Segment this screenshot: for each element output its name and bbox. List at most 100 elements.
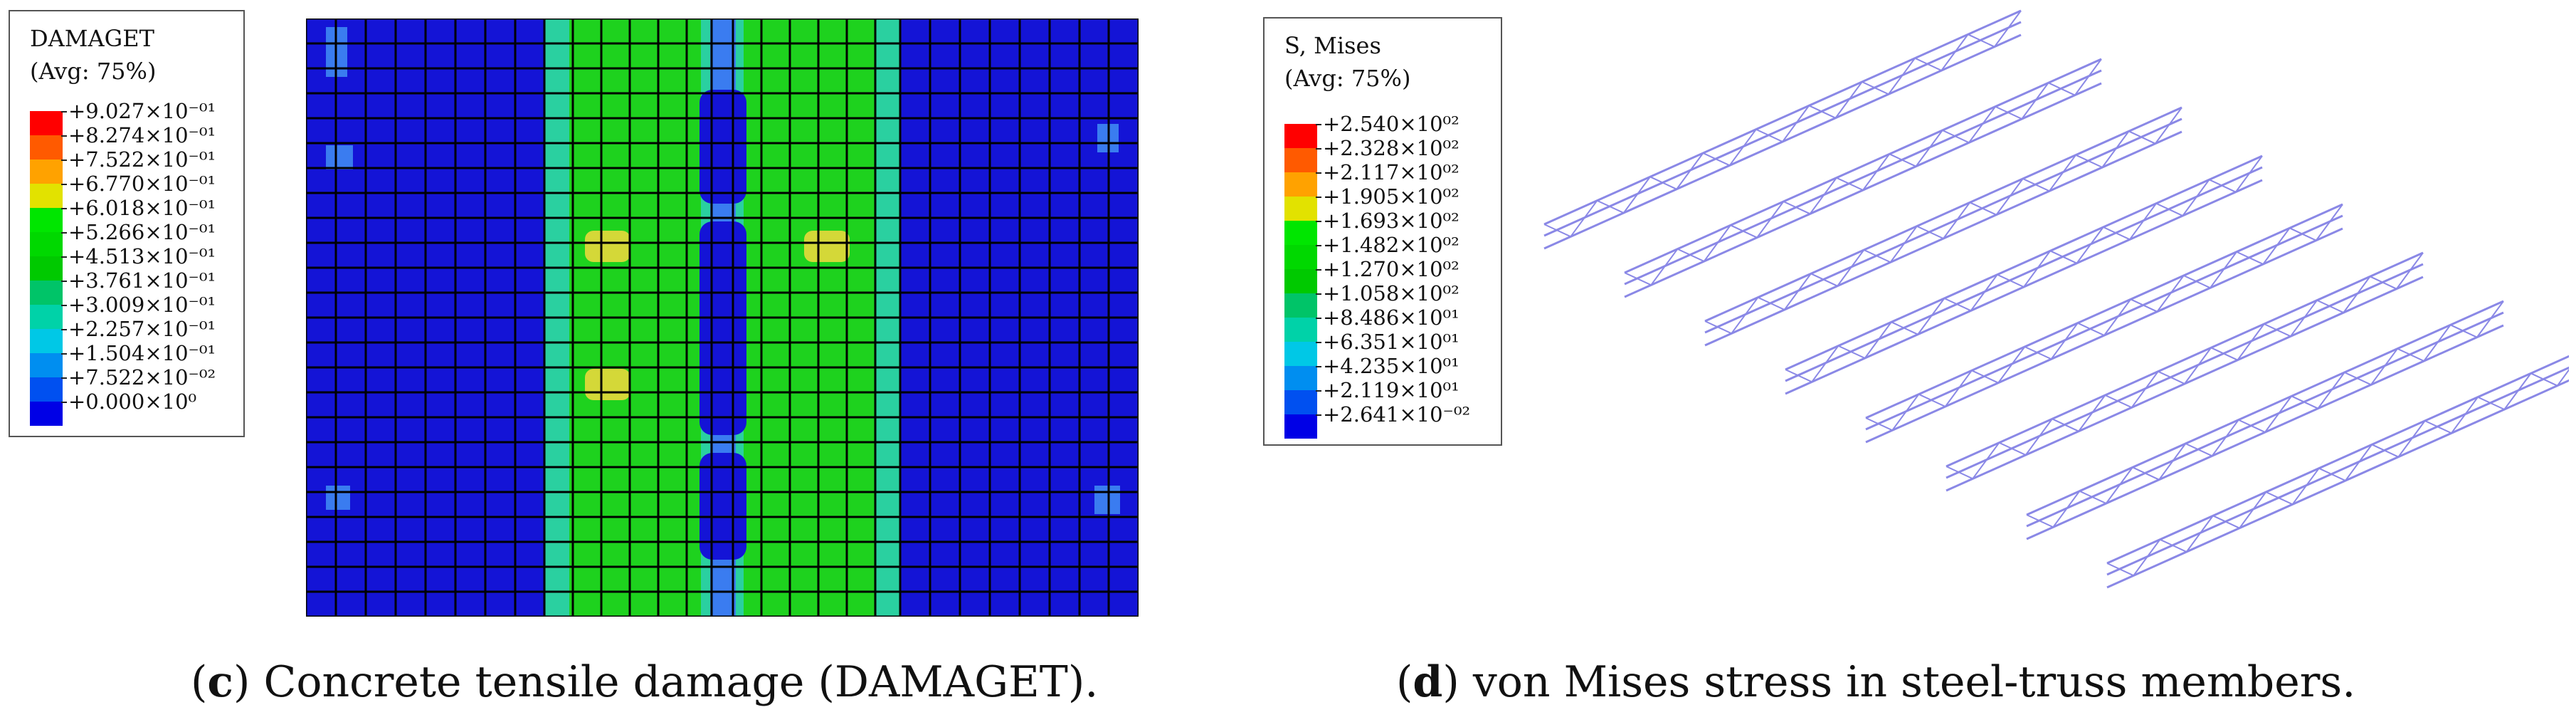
truss-member — [1704, 106, 2182, 347]
truss-chord — [1785, 166, 2263, 382]
truss-web — [2106, 368, 2569, 577]
legend-tick-mark — [1316, 390, 1321, 392]
legend-tick-label: +4.513×10⁻⁰¹ — [68, 244, 216, 268]
legend-tick-label: +2.119×10⁰¹ — [1323, 378, 1459, 402]
legend-tick-mark — [1316, 414, 1321, 416]
legend-swatch — [1284, 318, 1317, 342]
legend-tick-label: +1.482×10⁰² — [1323, 233, 1459, 257]
legend-tick-mark — [61, 402, 67, 403]
legend-swatch — [30, 111, 63, 135]
legend-tick-mark — [1316, 318, 1321, 319]
mesh-grid — [306, 19, 1139, 617]
truss-chord — [1624, 58, 2102, 274]
truss-chord — [2106, 366, 2569, 576]
legend-swatch — [30, 281, 63, 305]
legend-tick-label: +0.000×10⁰ — [68, 389, 197, 414]
truss-members-plot — [1543, 9, 2569, 589]
truss-member — [1865, 203, 2343, 444]
legend-swatch — [1284, 197, 1317, 221]
legend-tick-mark — [61, 159, 67, 161]
truss-web — [1704, 107, 2182, 335]
legend-tick-label: +6.018×10⁻⁰¹ — [68, 196, 216, 220]
legend-tick-mark — [61, 281, 67, 282]
legend-tick-label: +2.257×10⁻⁰¹ — [68, 317, 216, 341]
caption-text: Concrete tensile damage (DAMAGET). — [250, 657, 1099, 707]
legend-tick-label: +8.274×10⁻⁰¹ — [68, 123, 216, 147]
legend-title: S, Mises — [1284, 32, 1381, 59]
truss-web — [1624, 58, 2102, 286]
legend-tick-mark — [1316, 221, 1321, 222]
legend-tick-label: +7.522×10⁻⁰² — [68, 365, 216, 389]
truss-chord — [2106, 379, 2569, 589]
legend-swatch — [30, 329, 63, 353]
legend-tick-label: +5.266×10⁻⁰¹ — [68, 220, 216, 244]
legend-tick-mark — [61, 135, 67, 137]
legend-tick-mark — [61, 111, 67, 113]
hotspot-1 — [585, 231, 630, 262]
legend-swatch — [1284, 366, 1317, 390]
legend-tick-label: +3.761×10⁻⁰¹ — [68, 268, 216, 293]
truss-web — [1543, 10, 2022, 238]
truss-chord — [1704, 117, 2182, 334]
truss-member — [1624, 58, 2102, 298]
legend-swatch — [30, 402, 63, 426]
legend-swatch — [1284, 148, 1317, 172]
legend-swatch — [1284, 293, 1317, 318]
legend-tick-mark — [1316, 197, 1321, 198]
caption-d: (d) von Mises stress in steel-truss memb… — [1396, 657, 2356, 707]
legend-tick-mark — [1316, 245, 1321, 246]
truss-chord — [1946, 263, 2424, 479]
truss-chord — [1865, 214, 2343, 431]
legend-tick-mark — [61, 208, 67, 209]
legend-tick-label: +8.486×10⁰¹ — [1323, 305, 1459, 330]
hotspot-2 — [804, 231, 850, 262]
legend-tick-mark — [1316, 342, 1321, 343]
legend-tick-label: +2.117×10⁰² — [1323, 160, 1459, 184]
truss-chord — [1543, 9, 2022, 226]
truss-web — [1865, 204, 2343, 432]
legend-tick-mark — [61, 305, 67, 306]
legend-subtitle: (Avg: 75%) — [1284, 65, 1411, 92]
legend-tick-mark — [1316, 124, 1321, 125]
legend-tick-label: +6.770×10⁻⁰¹ — [68, 172, 216, 196]
legend-tick-label: +7.522×10⁻⁰¹ — [68, 147, 216, 172]
legend-swatch — [1284, 269, 1317, 293]
truss-chord — [1704, 106, 2182, 323]
legend-swatch — [30, 208, 63, 232]
legend-tick-mark — [1316, 172, 1321, 174]
legend-swatch — [30, 184, 63, 208]
legend-swatch — [1284, 245, 1317, 269]
legend-tick-label: +9.027×10⁻⁰¹ — [68, 99, 216, 123]
legend-swatch — [30, 305, 63, 329]
damage-contour-plot — [306, 19, 1139, 617]
stress-legend: S, Mises (Avg: 75%) +2.540×10⁰² +2.328×10… — [1263, 17, 1502, 446]
legend-tick-label: +6.351×10⁰¹ — [1323, 330, 1459, 354]
legend-tick-label: +1.504×10⁻⁰¹ — [68, 341, 216, 365]
legend-tick-label: +2.328×10⁰² — [1323, 136, 1459, 160]
truss-web — [2026, 300, 2504, 528]
legend-tick-label: +1.058×10⁰² — [1323, 281, 1459, 305]
legend-tick-mark — [1316, 269, 1321, 271]
panel-c: DAMAGET (Avg: 75%) +9.027×10⁻⁰¹ +8.274×10… — [0, 0, 1210, 707]
legend-tick-label: +3.009×10⁻⁰¹ — [68, 293, 216, 317]
legend-swatch — [1284, 390, 1317, 414]
damage-legend: DAMAGET (Avg: 75%) +9.027×10⁻⁰¹ +8.274×10… — [9, 10, 245, 437]
corner-spot-4 — [326, 486, 350, 510]
legend-tick-mark — [61, 184, 67, 185]
truss-chord — [1624, 69, 2102, 286]
truss-member — [1543, 9, 2022, 250]
truss-web — [1946, 252, 2424, 480]
legend-tick-mark — [61, 353, 67, 355]
corner-spot-5 — [1094, 486, 1120, 514]
caption-text: von Mises stress in steel-truss members. — [1459, 657, 2356, 707]
corner-spot-2 — [326, 145, 353, 169]
legend-tick-label: +4.235×10⁰¹ — [1323, 354, 1459, 378]
truss-member — [2106, 355, 2569, 589]
legend-swatch — [30, 256, 63, 281]
legend-swatch — [1284, 342, 1317, 366]
legend-tick-label: +1.270×10⁰² — [1323, 257, 1459, 281]
truss-chord — [1543, 21, 2022, 237]
legend-subtitle: (Avg: 75%) — [30, 58, 157, 85]
truss-chord — [1785, 155, 2263, 371]
